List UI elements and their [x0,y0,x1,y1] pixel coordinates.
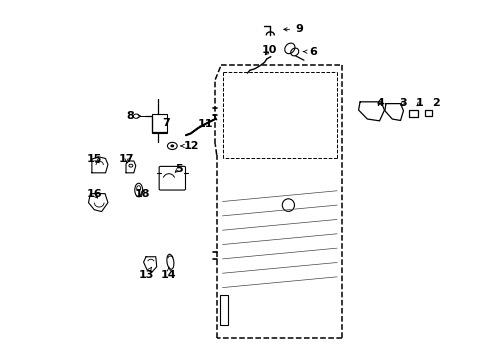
Text: 6: 6 [303,46,316,57]
Text: 5: 5 [175,164,182,174]
Bar [424,111,431,116]
Bar [408,111,417,117]
Text: 15: 15 [86,154,102,164]
Text: 10: 10 [262,45,277,55]
Text: 3: 3 [398,98,406,108]
Text: 9: 9 [283,24,303,35]
Circle shape [170,145,173,147]
Text: 4: 4 [375,98,383,108]
Text: 13: 13 [138,267,153,280]
Text: 8: 8 [126,111,141,121]
Text: 18: 18 [134,189,149,199]
Text: 2: 2 [431,98,439,108]
Text: 16: 16 [86,189,102,199]
Text: 17: 17 [119,154,134,164]
Bar [152,114,166,134]
Text: 11: 11 [197,120,213,129]
Text: 7: 7 [163,118,170,128]
Text: 1: 1 [415,98,423,108]
Text: 14: 14 [161,267,176,280]
Text: 12: 12 [181,141,199,151]
